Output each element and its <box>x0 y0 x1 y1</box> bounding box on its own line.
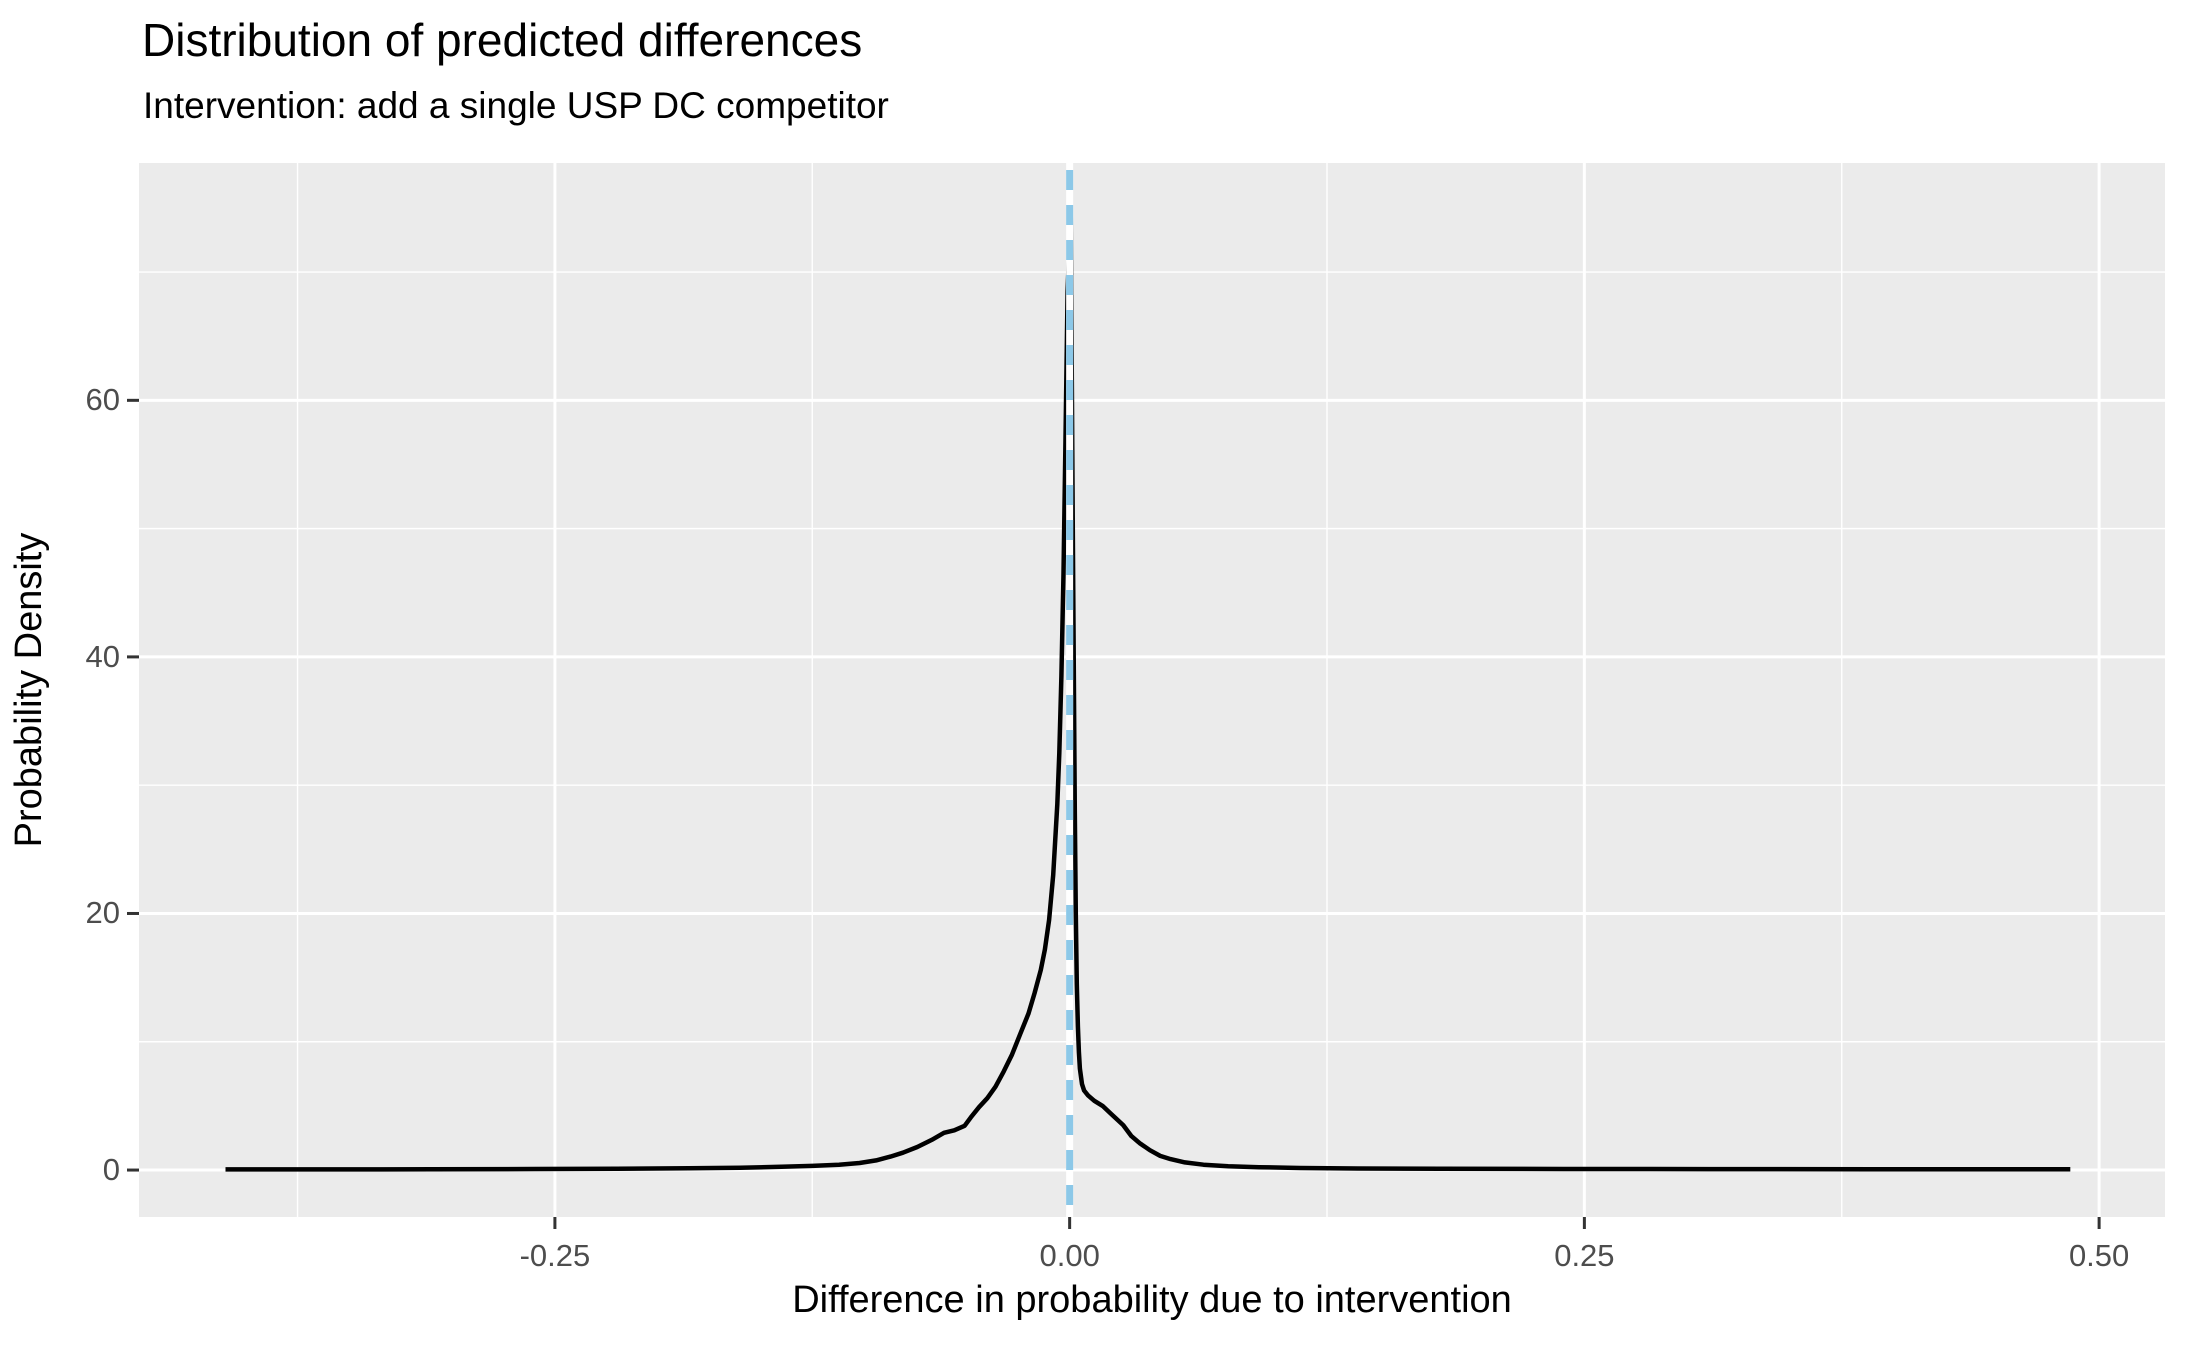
y-tick-label: 40 <box>85 638 120 674</box>
plot-title: Distribution of predicted differences <box>142 14 863 66</box>
y-tick-label: 60 <box>85 382 120 418</box>
y-tick-label: 20 <box>85 895 120 931</box>
density-curve <box>225 205 2071 1172</box>
x-axis-title: Difference in probability due to interve… <box>792 1279 1512 1321</box>
x-tick-label: 0.50 <box>2068 1238 2130 1273</box>
x-tick-label: 0.00 <box>1039 1238 1100 1273</box>
panel-background <box>139 163 2165 1217</box>
y-axis-title: Probability Density <box>8 532 50 848</box>
x-tick-label: -0.25 <box>519 1238 591 1273</box>
plot-subtitle: Intervention: add a single USP DC compet… <box>143 85 889 126</box>
x-tick-label: 0.25 <box>1554 1238 1615 1273</box>
y-tick-label: 0 <box>102 1152 120 1188</box>
